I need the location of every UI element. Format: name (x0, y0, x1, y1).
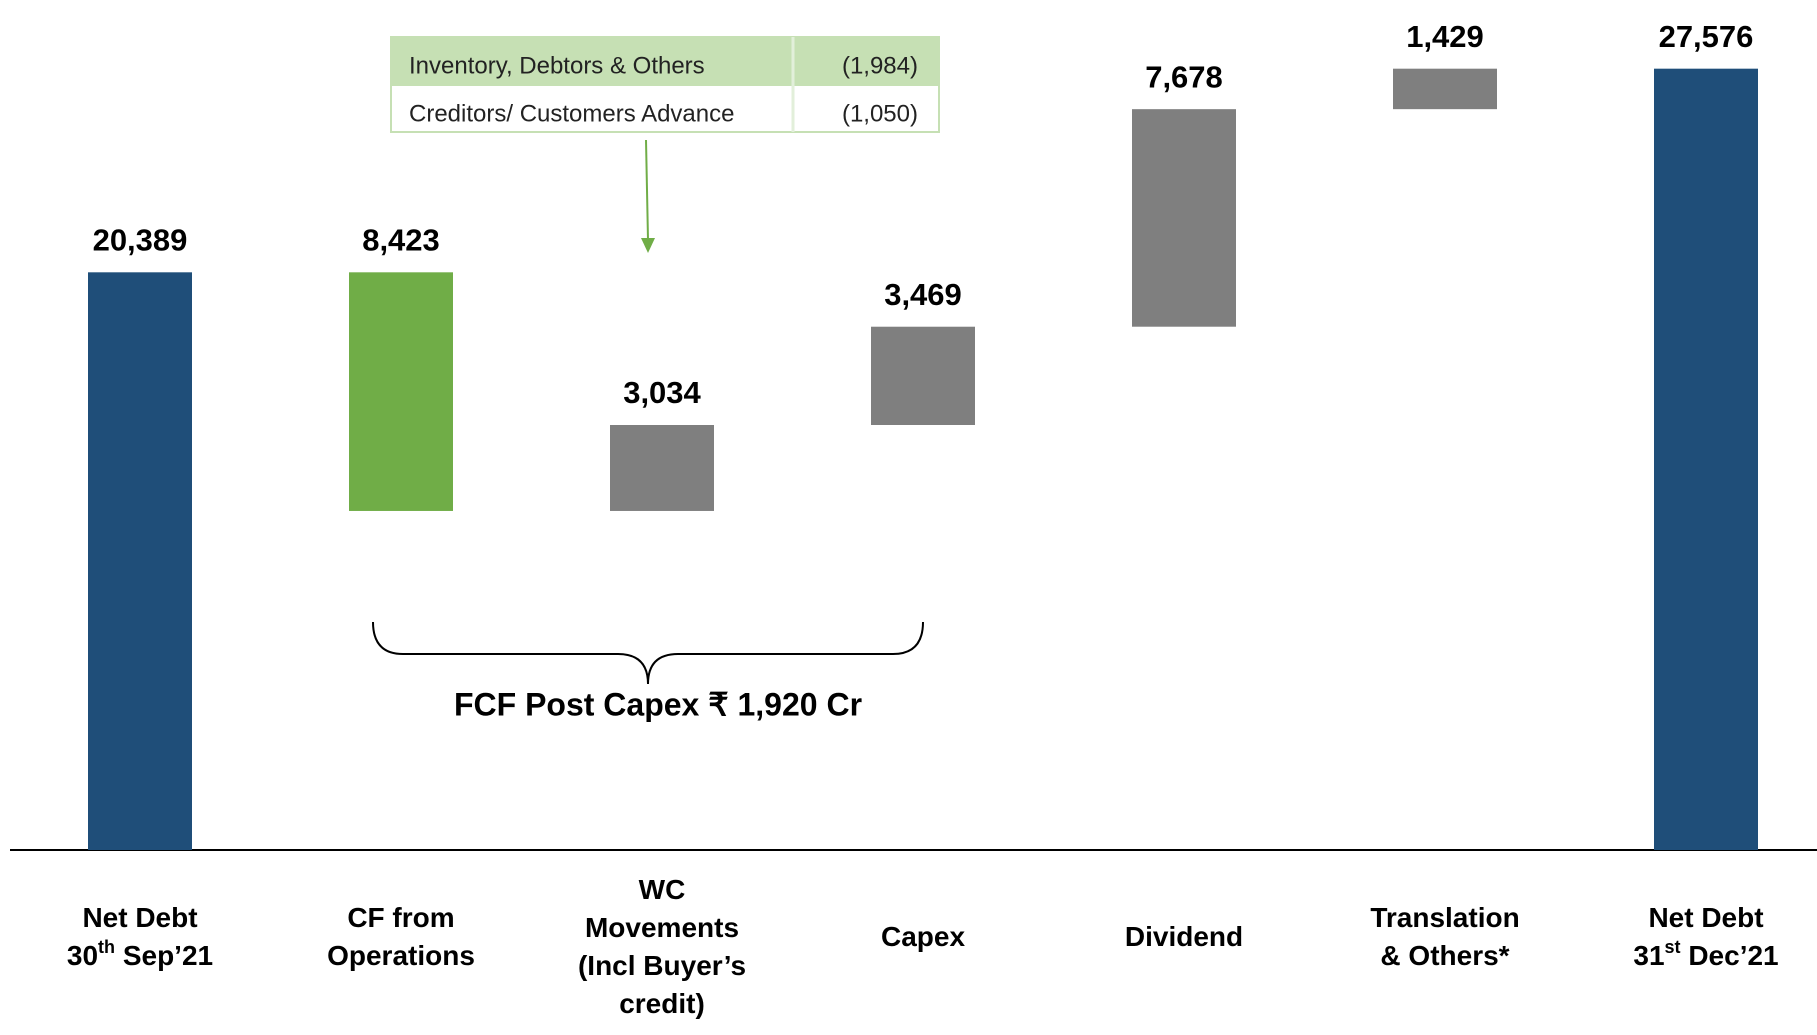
table-cell: (1,984) (842, 52, 918, 79)
x-tick-label-part: Movements (585, 912, 739, 943)
bar (1654, 68, 1758, 851)
x-tick-label-part: Dividend (1125, 921, 1243, 952)
brace (372, 621, 924, 685)
x-tick-label: Net Debt (82, 902, 197, 933)
bar (1393, 68, 1497, 110)
bar (88, 272, 192, 851)
x-tick-label: Net Debt (1648, 902, 1763, 933)
x-tick-label: Dividend (1125, 921, 1243, 952)
arrow (645, 139, 649, 241)
value-label: 27,576 (1659, 19, 1754, 54)
value-label: 7,678 (1145, 59, 1223, 94)
x-tick-label: 30th Sep’21 (67, 937, 213, 972)
value-label: 3,469 (884, 277, 962, 312)
x-tick-label: CF from (347, 902, 454, 933)
x-tick-label-part: th (98, 937, 115, 957)
value-label: 20,389 (93, 222, 188, 257)
x-tick-label-part: Net Debt (82, 902, 197, 933)
value-label: 8,423 (362, 222, 440, 257)
x-tick-label-part: Dec’21 (1681, 940, 1779, 971)
bar (871, 326, 975, 425)
annotation: FCF Post Capex ₹ 1,920 Cr (454, 686, 862, 722)
value-label: 3,034 (623, 375, 701, 410)
x-tick-label-part: Translation (1370, 902, 1519, 933)
x-tick-label: (Incl Buyer’s (578, 950, 746, 981)
x-tick-label-part: (Incl Buyer’s (578, 950, 746, 981)
bar (1132, 109, 1236, 327)
table-cell: (1,050) (842, 100, 918, 127)
x-tick-label-part: WC (639, 874, 686, 905)
x-tick-label-part: Capex (881, 921, 965, 952)
x-tick-label-part: Operations (327, 940, 475, 971)
x-tick-label-part: & Others* (1380, 940, 1509, 971)
bar (610, 425, 714, 511)
value-label: 1,429 (1406, 19, 1484, 54)
x-tick-label: credit) (619, 988, 705, 1019)
x-tick-label-part: 31 (1633, 940, 1664, 971)
x-tick-label: Movements (585, 912, 739, 943)
x-tick-label: Translation (1370, 902, 1519, 933)
x-tick-label-part: credit) (619, 988, 705, 1019)
x-tick-label-part: CF from (347, 902, 454, 933)
x-tick-label: WC (639, 874, 686, 905)
x-tick-label-part: st (1665, 937, 1681, 957)
x-tick-label: 31st Dec’21 (1633, 937, 1778, 972)
x-tick-label: Capex (881, 921, 965, 952)
table-cell: Creditors/ Customers Advance (409, 100, 734, 127)
bar (349, 272, 453, 511)
table-cell: Inventory, Debtors & Others (409, 52, 705, 79)
x-tick-label: & Others* (1380, 940, 1509, 971)
arrow-head (641, 238, 655, 253)
table-header-bg (391, 37, 939, 85)
x-tick-label-part: Net Debt (1648, 902, 1763, 933)
x-tick-label-part: Sep’21 (115, 940, 213, 971)
x-tick-label: Operations (327, 940, 475, 971)
x-tick-label-part: 30 (67, 940, 98, 971)
